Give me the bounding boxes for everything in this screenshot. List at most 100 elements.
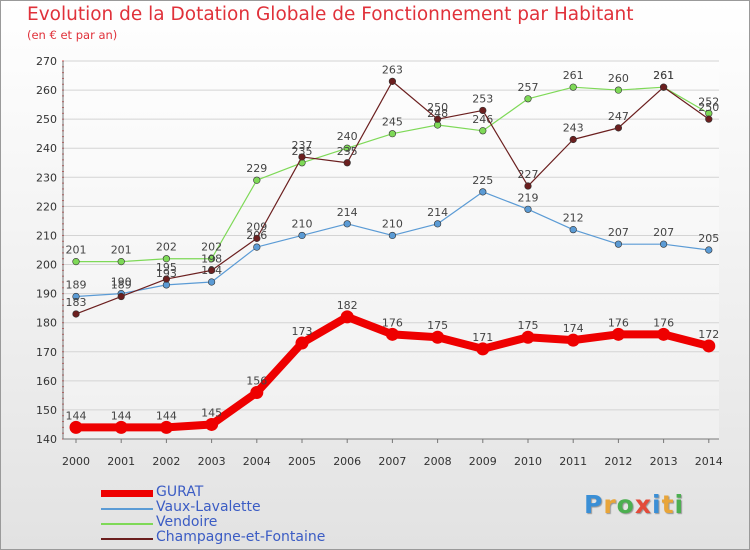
data-point-vaux-lavalette xyxy=(253,243,261,251)
y-tick-label: 210 xyxy=(36,229,57,242)
legend-label-champagne-et-fontaine: Champagne-et-Fontaine xyxy=(156,529,326,545)
data-point-gurat xyxy=(657,327,671,341)
x-tick-label: 2014 xyxy=(695,455,723,468)
data-point-vaux-lavalette xyxy=(479,188,487,196)
data-point-vaux-lavalette xyxy=(614,240,623,248)
data-point-vendoire xyxy=(479,127,487,135)
data-label-champagne-et-fontaine: 250 xyxy=(427,101,448,114)
data-label-vaux-lavalette: 189 xyxy=(66,279,87,292)
data-label-champagne-et-fontaine: 189 xyxy=(111,279,132,292)
legend-swatch-vaux-lavalette xyxy=(101,508,153,510)
y-tick-label: 260 xyxy=(36,84,57,97)
data-point-gurat xyxy=(521,330,535,344)
legend-item-vaux-lavalette: Vaux-Lavalette xyxy=(101,499,401,516)
data-point-champagne-et-fontaine xyxy=(569,135,577,144)
logo-letter: P xyxy=(584,490,604,519)
legend-label-vendoire: Vendoire xyxy=(156,514,218,530)
data-label-champagne-et-fontaine: 237 xyxy=(292,139,313,152)
data-label-champagne-et-fontaine: 227 xyxy=(518,168,539,181)
logo-letter: i xyxy=(652,490,662,519)
data-label-vaux-lavalette: 214 xyxy=(337,206,358,219)
data-point-gurat xyxy=(69,420,83,434)
data-label-vendoire: 201 xyxy=(111,244,132,257)
y-tick-label: 250 xyxy=(36,113,57,126)
data-label-vaux-lavalette: 219 xyxy=(518,191,539,204)
data-point-vaux-lavalette xyxy=(388,231,397,240)
chart-title: Evolution de la Dotation Globale de Fonc… xyxy=(27,4,634,25)
data-label-gurat: 176 xyxy=(382,316,403,329)
data-point-gurat xyxy=(114,420,128,434)
y-tick-label: 190 xyxy=(36,288,57,301)
data-point-gurat xyxy=(295,336,309,350)
proxiti-logo: Proxiti xyxy=(584,490,684,519)
data-point-vaux-lavalette xyxy=(569,226,577,234)
data-point-vendoire xyxy=(72,258,80,266)
data-label-vendoire: 235 xyxy=(292,145,313,158)
data-label-gurat: 144 xyxy=(111,409,132,422)
plot-area xyxy=(63,61,719,439)
data-point-vendoire xyxy=(117,258,125,266)
data-label-vendoire: 201 xyxy=(66,244,87,257)
data-label-vaux-lavalette: 214 xyxy=(427,206,448,219)
data-label-vaux-lavalette: 212 xyxy=(563,212,584,225)
x-tick-label: 2004 xyxy=(243,455,271,468)
legend-item-vendoire: Vendoire xyxy=(101,514,401,531)
data-point-champagne-et-fontaine xyxy=(343,159,351,167)
data-point-vendoire xyxy=(162,255,170,263)
data-point-vendoire xyxy=(614,86,623,94)
logo-letter: o xyxy=(616,490,635,519)
y-tick-label: 160 xyxy=(36,375,57,388)
data-point-vaux-lavalette xyxy=(343,220,351,228)
data-label-gurat: 176 xyxy=(608,316,629,329)
y-tick-label: 180 xyxy=(36,317,57,330)
data-label-vendoire: 248 xyxy=(427,107,448,120)
data-label-vendoire: 260 xyxy=(608,72,629,85)
data-label-gurat: 175 xyxy=(427,319,448,332)
data-point-champagne-et-fontaine xyxy=(614,124,623,132)
data-point-gurat xyxy=(476,342,490,356)
data-label-gurat: 172 xyxy=(698,328,719,341)
x-tick-label: 2000 xyxy=(62,455,90,468)
x-tick-label: 2012 xyxy=(604,455,632,468)
data-point-vaux-lavalette xyxy=(72,292,80,301)
data-label-gurat: 171 xyxy=(472,331,493,344)
data-label-vaux-lavalette: 210 xyxy=(382,217,403,230)
data-point-champagne-et-fontaine xyxy=(479,106,487,115)
data-label-gurat: 144 xyxy=(156,409,177,422)
y-tick-label: 150 xyxy=(36,404,57,417)
data-point-vendoire xyxy=(208,255,216,263)
data-label-vaux-lavalette: 205 xyxy=(698,232,719,245)
x-tick-label: 2010 xyxy=(514,455,542,468)
data-label-vendoire: 229 xyxy=(246,162,267,175)
data-point-gurat xyxy=(205,417,219,431)
legend-swatch-vendoire xyxy=(101,523,153,525)
data-label-vendoire: 261 xyxy=(653,69,674,82)
data-point-champagne-et-fontaine xyxy=(524,182,532,190)
y-tick-label: 200 xyxy=(36,259,57,272)
x-tick-label: 2008 xyxy=(424,455,452,468)
data-point-vendoire xyxy=(343,144,351,152)
y-tick-label: 240 xyxy=(36,142,57,155)
y-tick-label: 170 xyxy=(36,346,57,359)
data-label-vendoire: 252 xyxy=(698,95,719,108)
data-point-champagne-et-fontaine xyxy=(208,266,216,274)
data-point-vaux-lavalette xyxy=(524,205,532,213)
data-point-champagne-et-fontaine xyxy=(117,292,125,301)
legend-label-gurat: GURAT xyxy=(156,484,204,500)
data-label-champagne-et-fontaine: 183 xyxy=(66,296,87,309)
x-tick-label: 2009 xyxy=(469,455,497,468)
data-point-gurat xyxy=(611,327,625,341)
data-point-gurat xyxy=(340,310,354,324)
x-tick-label: 2013 xyxy=(650,455,678,468)
data-label-vaux-lavalette: 193 xyxy=(156,267,177,280)
data-label-gurat: 144 xyxy=(66,409,87,422)
data-point-vaux-lavalette xyxy=(298,231,306,240)
x-tick-label: 2007 xyxy=(378,455,406,468)
data-label-gurat: 176 xyxy=(653,316,674,329)
y-tick-label: 230 xyxy=(36,171,57,184)
data-label-vendoire: 257 xyxy=(518,81,539,94)
data-label-vendoire: 240 xyxy=(337,130,358,143)
data-point-champagne-et-fontaine xyxy=(659,83,668,91)
